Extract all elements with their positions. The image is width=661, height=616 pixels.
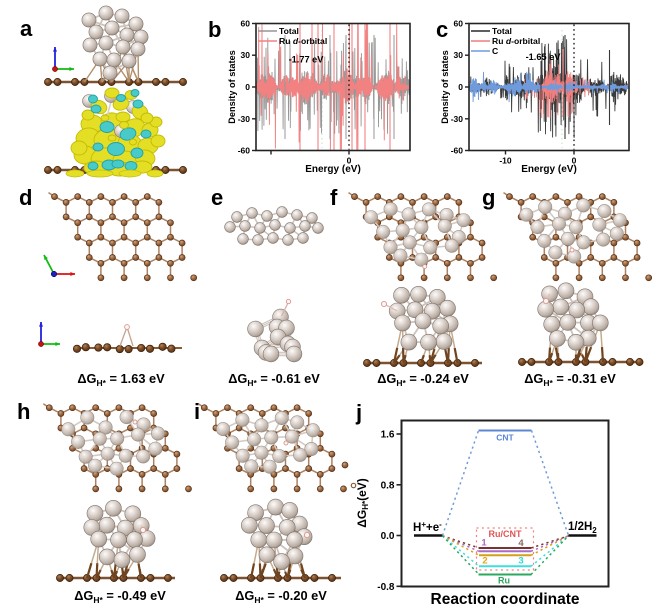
svg-text:Ru/CNT: Ru/CNT [489, 529, 522, 539]
svg-text:i: i [194, 399, 200, 424]
svg-text:Energy (eV): Energy (eV) [521, 164, 577, 175]
svg-text:ΔGH* = -0.49 eV: ΔGH* = -0.49 eV [74, 588, 166, 605]
svg-text:1: 1 [481, 538, 487, 549]
svg-text:e: e [211, 185, 223, 210]
svg-text:Density of states: Density of states [440, 50, 450, 124]
svg-text:Ru d-orbital: Ru d-orbital [279, 36, 327, 46]
svg-text:H++e-: H++e- [413, 520, 442, 534]
svg-text:g: g [482, 185, 495, 210]
svg-text:Ru d-orbital: Ru d-orbital [492, 36, 540, 46]
svg-text:1.6: 1.6 [381, 430, 395, 441]
svg-text:ΔGH* = -0.61 eV: ΔGH* = -0.61 eV [228, 371, 320, 388]
svg-text:Total: Total [279, 26, 299, 36]
svg-text:Reaction coordinate: Reaction coordinate [431, 591, 580, 608]
svg-text:4: 4 [518, 538, 524, 549]
svg-text:c: c [436, 17, 448, 42]
svg-text:3: 3 [518, 556, 523, 567]
svg-text:f: f [330, 185, 338, 210]
svg-text:-30: -30 [451, 114, 464, 124]
svg-text:C: C [492, 46, 498, 56]
svg-text:-10: -10 [499, 156, 512, 166]
svg-text:ΔGH* = -0.20 eV: ΔGH* = -0.20 eV [235, 588, 327, 605]
svg-text:-0.8: -0.8 [377, 582, 395, 593]
svg-text:Ru: Ru [498, 576, 510, 586]
svg-text:60: 60 [241, 19, 251, 29]
svg-text:Energy (eV): Energy (eV) [305, 164, 361, 175]
svg-text:0.0: 0.0 [381, 531, 395, 542]
svg-text:b: b [208, 17, 221, 42]
svg-text:a: a [20, 16, 33, 41]
svg-text:0: 0 [245, 82, 250, 92]
svg-text:-30: -30 [238, 114, 251, 124]
svg-text:-1.65 eV: -1.65 eV [526, 52, 562, 62]
svg-text:1/2H2: 1/2H2 [568, 521, 597, 535]
svg-text:CNT: CNT [496, 433, 514, 443]
svg-text:h: h [17, 399, 30, 424]
svg-text:ΔGH* = -0.31 eV: ΔGH* = -0.31 eV [524, 371, 616, 388]
svg-text:d: d [19, 185, 32, 210]
svg-text:0: 0 [572, 156, 577, 166]
svg-text:0.8: 0.8 [381, 480, 395, 491]
svg-text:0: 0 [347, 156, 352, 166]
svg-text:-1.77 eV: -1.77 eV [289, 55, 325, 65]
svg-text:2: 2 [482, 556, 487, 567]
svg-text:ΔGH* = 1.63 eV: ΔGH* = 1.63 eV [77, 371, 165, 388]
svg-text:j: j [355, 400, 362, 425]
svg-text:Density of states: Density of states [227, 50, 237, 124]
svg-text:Total: Total [492, 26, 512, 36]
svg-text:30: 30 [454, 50, 464, 60]
svg-text:-60: -60 [451, 146, 464, 156]
svg-text:60: 60 [454, 19, 464, 29]
svg-text:ΔGH* = -0.24 eV: ΔGH* = -0.24 eV [377, 371, 469, 388]
svg-text:ΔGH*(eV): ΔGH*(eV) [355, 478, 370, 528]
svg-text:-60: -60 [238, 146, 251, 156]
svg-text:30: 30 [241, 50, 251, 60]
svg-text:0: 0 [458, 82, 463, 92]
